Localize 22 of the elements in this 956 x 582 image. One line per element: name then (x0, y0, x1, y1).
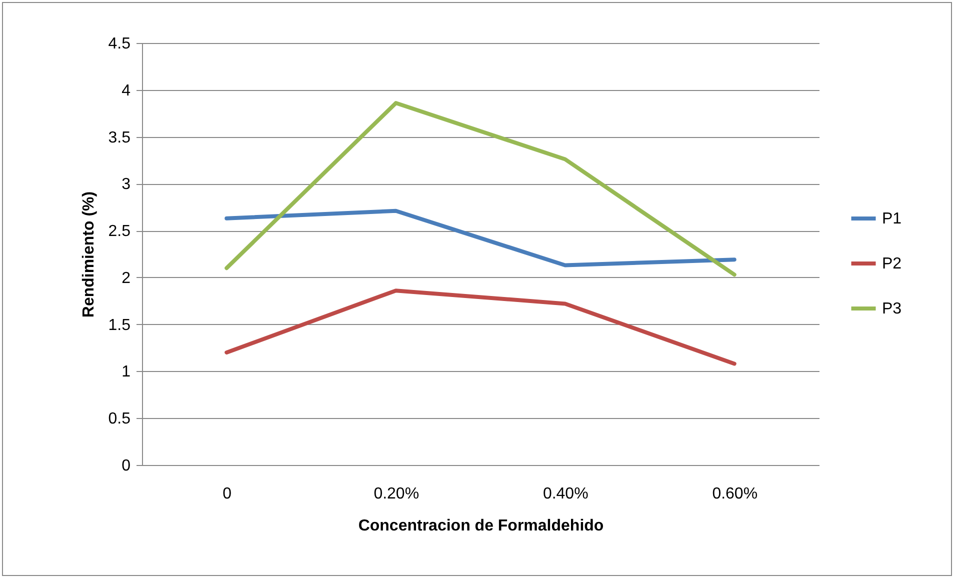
y-tick-label: 1 (122, 364, 131, 381)
y-tick-label: 4 (122, 82, 131, 100)
y-tick-label: 2.5 (108, 223, 131, 240)
y-tick-label: 3.5 (108, 129, 131, 146)
line-series (224, 208, 736, 268)
y-axis-title: Rendimiento (%) (80, 191, 98, 318)
y-tick-label: 4.5 (108, 36, 131, 52)
legend-label: P1 (882, 210, 902, 228)
y-tick-label: 2 (122, 270, 131, 287)
legend-label: P2 (882, 256, 902, 272)
y-tick-label: 0 (122, 458, 131, 474)
x-axis-title: Concentracion de Formaldehido (358, 518, 604, 534)
y-tick-label: 1.5 (108, 316, 131, 334)
x-tick-label: 0.20% (374, 486, 420, 502)
y-tick-label: 3 (122, 176, 131, 194)
legend-label: P3 (882, 300, 902, 318)
x-tick-label: 0.40% (542, 486, 588, 502)
line-series (224, 101, 736, 277)
line-series (224, 288, 736, 366)
x-tick-label: 0.60% (712, 486, 758, 502)
y-tick-label: 0.5 (108, 410, 131, 428)
x-tick-label: 0 (222, 486, 232, 502)
